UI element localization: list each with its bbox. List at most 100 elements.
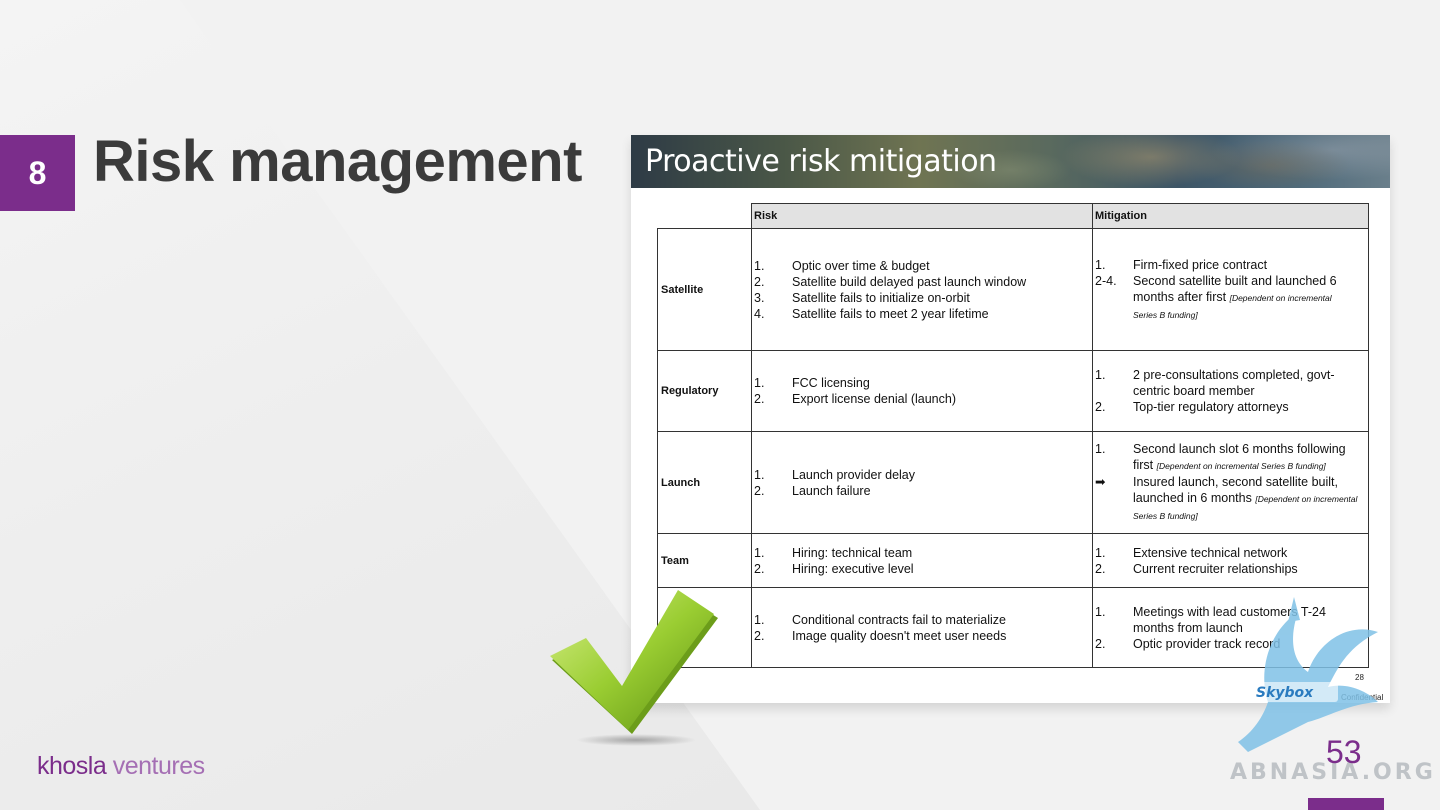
brand-logo: khosla ventures xyxy=(37,752,205,781)
list-item: 1. Optic over time & budget xyxy=(754,258,1090,274)
item-text: Conditional contracts fail to materializ… xyxy=(792,612,1006,627)
item-number: 2. xyxy=(754,628,765,643)
item-text: Image quality doesn't meet user needs xyxy=(792,628,1007,643)
item-number: 1. xyxy=(754,258,765,273)
corner-cell xyxy=(658,204,752,229)
watermark-text: ABNASIA.ORG xyxy=(1230,760,1436,785)
item-text: Current recruiter relationships xyxy=(1133,561,1298,576)
mitigation-cell: 1. Meetings with lead customers T-24 month… xyxy=(1092,587,1369,668)
item-text: first xyxy=(1133,458,1154,472)
item-number xyxy=(1095,289,1133,306)
embedded-slide-header: Proactive risk mitigation xyxy=(631,135,1390,188)
corner-accent xyxy=(1308,798,1384,810)
list-item: 1. Meetings with lead customers T-24 xyxy=(1095,604,1366,620)
watermark-bird-logo: Skybox xyxy=(1238,597,1378,752)
risk-cell: 1. Optic over time & budget 2. Satellite bu… xyxy=(751,228,1093,351)
item-text: launched in 6 months xyxy=(1133,491,1252,505)
mitigation-cell: 1. 2 pre-consultations completed, govt-ce… xyxy=(1092,350,1369,432)
list-item: launched in 6 months [Dependent on incre… xyxy=(1095,490,1366,507)
list-item: 2. Current recruiter relationships xyxy=(1095,561,1366,577)
list-item: ➡ Insured launch, second satellite built, xyxy=(1095,474,1366,490)
list-item: Series B funding] xyxy=(1095,306,1366,323)
item-text: Meetings with lead customers T-24 xyxy=(1133,604,1326,619)
category-cell: Team xyxy=(657,533,752,588)
list-item: 2. Top-tier regulatory attorneys xyxy=(1095,399,1366,415)
item-text: centric board member xyxy=(1133,384,1255,398)
list-item: 2. Optic provider track record xyxy=(1095,636,1366,652)
category-cell: Satellite xyxy=(657,228,752,351)
list-item: 2. Export license denial (launch) xyxy=(754,391,1090,407)
list-item: 1. 2 pre-consultations completed, govt- xyxy=(1095,367,1366,383)
item-number: 2-4. xyxy=(1095,273,1117,288)
item-text: Insured launch, second satellite built, xyxy=(1133,475,1338,489)
list-item: 2-4. Second satellite built and launched … xyxy=(1095,273,1366,289)
item-text: Hiring: executive level xyxy=(792,561,914,576)
section-number-badge: 8 xyxy=(0,135,75,211)
risk-cell: 1. Conditional contracts fail to material… xyxy=(751,587,1093,668)
mitigation-cell: 1. Firm-fixed price contract 2-4. Second sa… xyxy=(1092,228,1369,351)
item-number xyxy=(1095,457,1133,474)
list-item: 3. Satellite fails to initialize on-orbit xyxy=(754,290,1090,306)
item-text: Optic provider track record xyxy=(1133,636,1281,651)
item-text: Optic over time & budget xyxy=(792,258,930,273)
item-number: ➡ xyxy=(1095,475,1106,489)
item-number: 1. xyxy=(1095,368,1106,382)
embedded-slide-title: Proactive risk mitigation xyxy=(645,144,997,179)
item-number: 1. xyxy=(1095,545,1106,560)
list-item: 1. Firm-fixed price contract xyxy=(1095,257,1366,273)
mitigation-column-header: Mitigation xyxy=(1092,203,1369,229)
item-number: 2. xyxy=(1095,561,1106,576)
list-item: centric board member xyxy=(1095,383,1366,399)
item-text: 2 pre-consultations completed, govt- xyxy=(1133,368,1335,382)
section-number: 8 xyxy=(28,154,47,191)
item-text: Second launch slot 6 months following xyxy=(1133,442,1346,456)
item-text: Satellite fails to meet 2 year lifetime xyxy=(792,306,989,321)
item-text: Satellite build delayed past launch wind… xyxy=(792,274,1027,289)
list-item: first [Dependent on incremental Series B… xyxy=(1095,457,1366,474)
item-number: 2. xyxy=(754,561,765,576)
item-text: Extensive technical network xyxy=(1133,545,1288,560)
list-item: 1. Launch provider delay xyxy=(754,467,1090,483)
item-number: 2. xyxy=(754,274,765,289)
item-text: Satellite fails to initialize on-orbit xyxy=(792,290,970,305)
item-text: Firm-fixed price contract xyxy=(1133,257,1268,272)
item-number: 2. xyxy=(1095,636,1106,651)
list-item: 1. Extensive technical network xyxy=(1095,545,1366,561)
item-text: Launch failure xyxy=(792,483,871,498)
item-note: [Dependent on incremental xyxy=(1255,494,1358,504)
item-number: 2. xyxy=(754,392,765,406)
item-number: 1. xyxy=(1095,257,1106,272)
page-number: 53 xyxy=(1326,734,1362,770)
item-number: 2. xyxy=(1095,400,1106,414)
item-number: 1. xyxy=(754,545,765,560)
item-number xyxy=(1095,507,1133,524)
list-item: months from launch xyxy=(1095,620,1366,636)
list-item: 4. Satellite fails to meet 2 year lifetim… xyxy=(754,306,1090,322)
item-text: months from launch xyxy=(1133,620,1243,635)
item-text: Top-tier regulatory attorneys xyxy=(1133,400,1289,414)
item-number xyxy=(1095,620,1133,636)
item-note: Series B funding] xyxy=(1133,511,1198,521)
table-row: Launch 1. Launch provider delay 2. Launch fa… xyxy=(657,431,1369,534)
risk-cell: 1. Launch provider delay 2. Launch failure xyxy=(751,431,1093,534)
category-cell: Regulatory xyxy=(657,350,752,432)
list-item: months after first [Dependent on increme… xyxy=(1095,289,1366,306)
risk-cell: 1. Hiring: technical team 2. Hiring: execut… xyxy=(751,533,1093,588)
table-row: Regulatory 1. FCC licensing 2. Export licens… xyxy=(657,350,1369,432)
mitigation-cell: 1. Extensive technical network 2. Current r… xyxy=(1092,533,1369,588)
skybox-logo-text: Skybox xyxy=(1256,685,1314,701)
item-number: 1. xyxy=(754,376,765,390)
item-number xyxy=(1095,383,1133,399)
list-item: 2. Satellite build delayed past launch wi… xyxy=(754,274,1090,290)
item-text: Hiring: technical team xyxy=(792,545,913,560)
risk-cell: 1. FCC licensing 2. Export license denial (… xyxy=(751,350,1093,432)
list-item: 2. Hiring: executive level xyxy=(754,561,1090,577)
list-item: 1. FCC licensing xyxy=(754,375,1090,391)
mitigation-cell: 1. Second launch slot 6 months following f… xyxy=(1092,431,1369,534)
item-number: 1. xyxy=(1095,604,1106,619)
risk-table: Risk Mitigation Satellite 1. Optic over ti… xyxy=(657,203,1369,668)
table-row: Satellite 1. Optic over time & budget 2. Sat… xyxy=(657,228,1369,351)
item-text: Second satellite built and launched 6 xyxy=(1133,273,1337,288)
item-number: 4. xyxy=(754,306,765,321)
list-item: 2. Launch failure xyxy=(754,483,1090,499)
